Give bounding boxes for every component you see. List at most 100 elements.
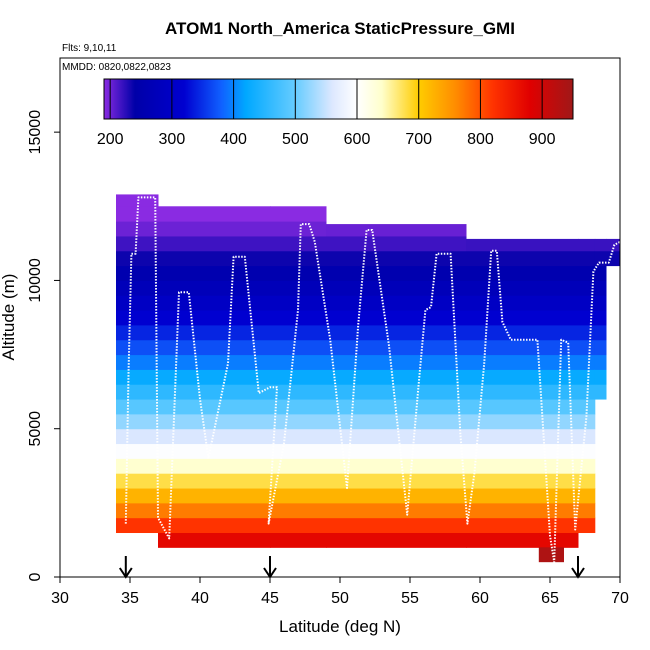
data-cell bbox=[466, 517, 579, 534]
data-cell bbox=[594, 324, 607, 341]
data-cell bbox=[116, 324, 159, 341]
data-cell bbox=[578, 324, 596, 341]
data-cell bbox=[116, 206, 159, 222]
data-cell bbox=[326, 354, 467, 370]
data-cell bbox=[158, 339, 271, 356]
colorbar-tick-label: 700 bbox=[405, 131, 432, 148]
x-tick-label: 55 bbox=[401, 590, 419, 607]
data-cell bbox=[158, 221, 271, 237]
data-cell bbox=[538, 547, 564, 563]
data-cell bbox=[116, 473, 159, 489]
data-cell bbox=[270, 502, 327, 519]
data-cell bbox=[466, 324, 579, 341]
colorbar-tick-label: 400 bbox=[220, 131, 247, 148]
data-cell bbox=[158, 502, 271, 519]
x-axis-label: Latitude (deg N) bbox=[279, 617, 401, 636]
x-tick-label: 40 bbox=[191, 590, 209, 607]
data-cell bbox=[158, 354, 271, 370]
data-cell bbox=[270, 310, 327, 326]
flights-note: Flts: 9,10,11 bbox=[62, 43, 117, 54]
data-cell bbox=[270, 443, 327, 459]
x-tick-label: 30 bbox=[51, 590, 69, 607]
data-cell bbox=[270, 235, 327, 252]
data-cell bbox=[326, 399, 467, 415]
x-tick-label: 45 bbox=[261, 590, 279, 607]
data-cell bbox=[578, 310, 596, 326]
data-cell bbox=[270, 458, 327, 474]
data-cell bbox=[578, 443, 596, 459]
data-cell bbox=[158, 399, 271, 415]
data-cell bbox=[270, 369, 327, 385]
data-cell bbox=[578, 369, 596, 385]
data-cell bbox=[270, 413, 327, 430]
data-cell bbox=[466, 458, 579, 474]
arrow-marker bbox=[263, 556, 277, 579]
dates-note: MMDD: 0820,0822,0823 bbox=[62, 62, 171, 73]
data-cell bbox=[466, 310, 579, 326]
data-cell bbox=[270, 532, 327, 548]
data-cell bbox=[578, 428, 596, 445]
x-tick-label: 60 bbox=[471, 590, 489, 607]
data-cell bbox=[116, 399, 159, 415]
data-cell bbox=[326, 339, 467, 356]
data-cell bbox=[466, 384, 579, 400]
data-cell bbox=[158, 250, 271, 267]
data-cell bbox=[116, 517, 159, 534]
data-cell bbox=[270, 384, 327, 400]
data-cell bbox=[326, 295, 467, 311]
data-cell bbox=[158, 310, 271, 326]
data-cell bbox=[606, 238, 621, 252]
data-cell bbox=[158, 324, 271, 341]
data-cell bbox=[116, 443, 159, 459]
data-cell bbox=[466, 265, 579, 281]
data-cell bbox=[116, 384, 159, 400]
data-cell bbox=[578, 295, 596, 311]
data-cell bbox=[270, 339, 327, 356]
data-cell bbox=[466, 369, 579, 385]
data-cell bbox=[594, 295, 607, 311]
data-cell bbox=[326, 473, 467, 489]
data-cell bbox=[594, 265, 607, 281]
y-tick-label: 0 bbox=[27, 572, 44, 581]
data-cell bbox=[466, 413, 579, 430]
data-cell bbox=[326, 369, 467, 385]
data-cell bbox=[116, 502, 159, 519]
data-cell bbox=[158, 488, 271, 504]
data-cell bbox=[326, 488, 467, 504]
data-cell bbox=[158, 443, 271, 459]
colorbar-tick-label: 900 bbox=[529, 131, 556, 148]
data-cell bbox=[158, 206, 271, 222]
data-cell bbox=[116, 413, 159, 430]
colorbar-tick-label: 800 bbox=[467, 131, 494, 148]
data-cell bbox=[158, 384, 271, 400]
data-cell bbox=[270, 206, 327, 222]
data-cell bbox=[594, 238, 607, 252]
data-cell bbox=[326, 413, 467, 430]
data-cell bbox=[116, 369, 159, 385]
y-tick-label: 5000 bbox=[27, 411, 44, 447]
data-cell bbox=[326, 532, 467, 548]
data-cell bbox=[116, 235, 159, 252]
data-cell bbox=[466, 250, 579, 267]
data-cell bbox=[594, 280, 607, 296]
data-cell bbox=[116, 295, 159, 311]
data-cell bbox=[270, 399, 327, 415]
data-cell bbox=[578, 473, 596, 489]
data-cell bbox=[158, 280, 271, 296]
data-cell bbox=[326, 517, 467, 534]
y-axis: 0 5000 10000 15000 bbox=[27, 110, 61, 581]
chart-title: ATOM1 North_America StaticPressure_GMI bbox=[165, 19, 515, 38]
colorbar-ticks: 200 300 400 500 600 700 800 900 bbox=[97, 79, 556, 148]
data-cell bbox=[326, 235, 467, 252]
data-cell bbox=[578, 488, 596, 504]
data-cell bbox=[578, 265, 596, 281]
data-cell bbox=[326, 384, 467, 400]
data-cell bbox=[158, 295, 271, 311]
data-cell bbox=[466, 238, 579, 252]
data-cell bbox=[158, 532, 271, 548]
x-tick-label: 50 bbox=[331, 590, 349, 607]
data-cell bbox=[116, 488, 159, 504]
data-cell bbox=[466, 502, 579, 519]
arrow-markers bbox=[118, 556, 585, 579]
